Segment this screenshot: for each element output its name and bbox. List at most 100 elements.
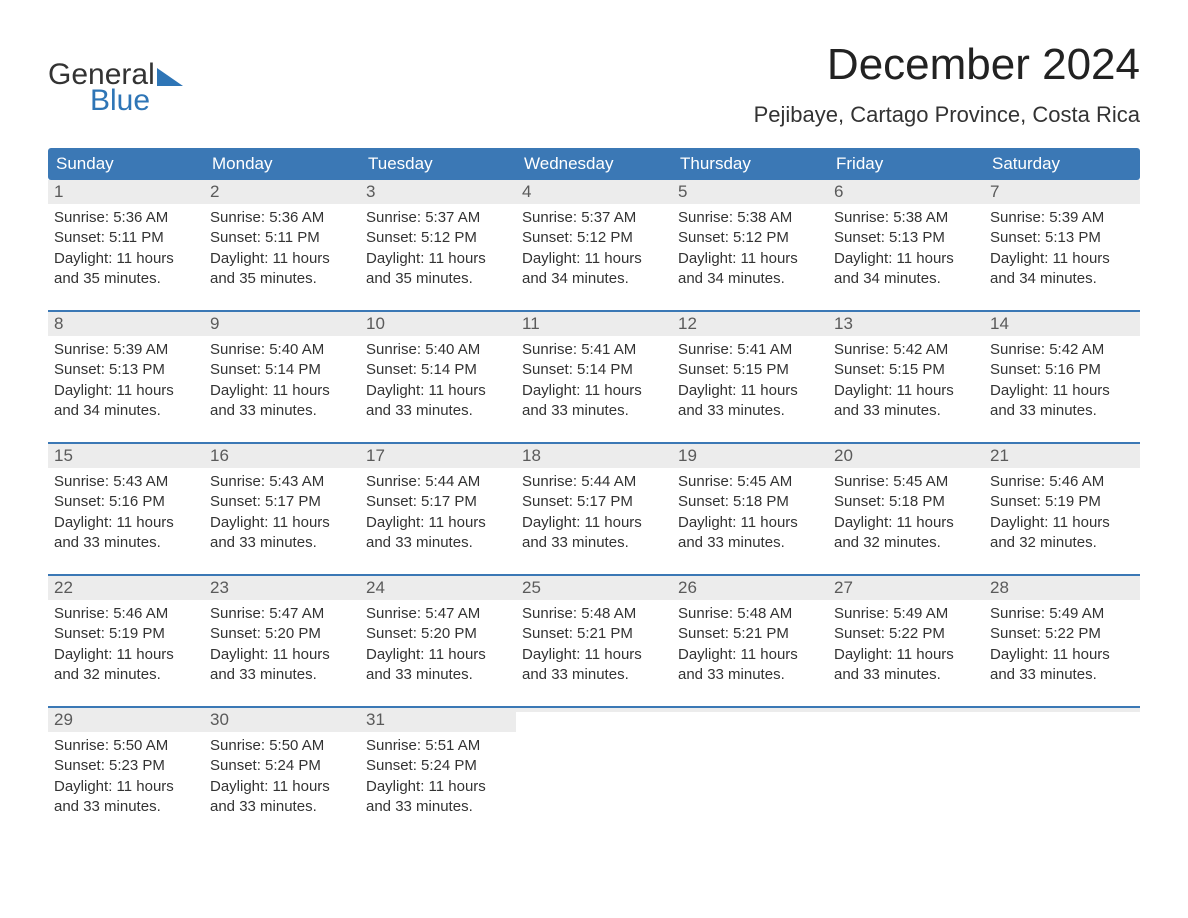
day-number: 1 [54,182,63,201]
sunrise-line: Sunrise: 5:49 AM [834,604,978,624]
day-number: 27 [834,578,853,597]
day-number: 13 [834,314,853,333]
daylight-line-1: Daylight: 11 hours [990,513,1134,533]
daylight-line-2: and 34 minutes. [834,269,978,289]
sunset-line: Sunset: 5:11 PM [54,228,198,248]
location-subtitle: Pejibaye, Cartago Province, Costa Rica [754,102,1140,128]
day-number: 8 [54,314,63,333]
calendar-cell: 1 Sunrise: 5:36 AMSunset: 5:11 PMDaylight… [48,180,204,308]
daylight-line-1: Daylight: 11 hours [678,645,822,665]
daylight-line-2: and 33 minutes. [210,797,354,817]
calendar-cell: 17Sunrise: 5:44 AMSunset: 5:17 PMDayligh… [360,444,516,572]
week-row: 1Sunrise: 5:36 AMSunset: 5:11 PMDaylight… [48,180,1140,308]
cell-body: Sunrise: 5:41 AMSunset: 5:14 PMDaylight:… [516,336,672,429]
daylight-line-2: and 34 minutes. [990,269,1134,289]
sunset-line: Sunset: 5:16 PM [990,360,1134,380]
daylight-line-2: and 33 minutes. [54,797,198,817]
daylight-line-2: and 33 minutes. [678,665,822,685]
calendar: Sunday Monday Tuesday Wednesday Thursday… [48,148,1140,836]
day-number: 6 [834,182,843,201]
daylight-line-1: Daylight: 11 hours [54,249,198,269]
sunrise-line: Sunrise: 5:39 AM [54,340,198,360]
sunrise-line: Sunrise: 5:46 AM [990,472,1134,492]
cell-body: Sunrise: 5:45 AMSunset: 5:18 PMDaylight:… [828,468,984,561]
cell-body: Sunrise: 5:38 AMSunset: 5:13 PMDaylight:… [828,204,984,297]
cell-body: Sunrise: 5:50 AMSunset: 5:24 PMDaylight:… [204,732,360,825]
daylight-line-1: Daylight: 11 hours [366,381,510,401]
daylight-line-1: Daylight: 11 hours [210,381,354,401]
daylight-line-2: and 33 minutes. [990,401,1134,421]
daynum-bar: 30 [204,708,360,732]
sunrise-line: Sunrise: 5:42 AM [990,340,1134,360]
title-block: December 2024 Pejibaye, Cartago Province… [754,40,1140,140]
sunrise-line: Sunrise: 5:41 AM [522,340,666,360]
daylight-line-2: and 33 minutes. [366,665,510,685]
daylight-line-2: and 33 minutes. [834,665,978,685]
daynum-bar: 18 [516,444,672,468]
cell-body: Sunrise: 5:50 AMSunset: 5:23 PMDaylight:… [48,732,204,825]
daylight-line-1: Daylight: 11 hours [366,249,510,269]
sunrise-line: Sunrise: 5:38 AM [678,208,822,228]
daynum-bar: 21 [984,444,1140,468]
cell-body: Sunrise: 5:38 AMSunset: 5:12 PMDaylight:… [672,204,828,297]
daylight-line-2: and 33 minutes. [366,533,510,553]
calendar-cell: 5Sunrise: 5:38 AMSunset: 5:12 PMDaylight… [672,180,828,308]
daylight-line-1: Daylight: 11 hours [366,645,510,665]
daylight-line-1: Daylight: 11 hours [678,381,822,401]
cell-body: Sunrise: 5:46 AMSunset: 5:19 PMDaylight:… [984,468,1140,561]
daylight-line-2: and 33 minutes. [366,797,510,817]
header: General Blue December 2024 Pejibaye, Car… [48,40,1140,140]
day-number: 7 [990,182,999,201]
logo: General Blue [48,60,183,116]
day-number: 22 [54,578,73,597]
daylight-line-2: and 33 minutes. [678,533,822,553]
day-number: 12 [678,314,697,333]
daylight-line-1: Daylight: 11 hours [834,645,978,665]
calendar-cell: 13Sunrise: 5:42 AMSunset: 5:15 PMDayligh… [828,312,984,440]
daylight-line-1: Daylight: 11 hours [990,645,1134,665]
cell-body: Sunrise: 5:43 AMSunset: 5:16 PMDaylight:… [48,468,204,561]
daynum-bar: 11 [516,312,672,336]
daynum-bar [516,708,672,712]
cell-body: Sunrise: 5:37 AMSunset: 5:12 PMDaylight:… [516,204,672,297]
calendar-cell: 28Sunrise: 5:49 AMSunset: 5:22 PMDayligh… [984,576,1140,704]
day-number: 2 [210,182,219,201]
sunset-line: Sunset: 5:19 PM [54,624,198,644]
day-header-row: Sunday Monday Tuesday Wednesday Thursday… [48,148,1140,180]
daynum-bar: 26 [672,576,828,600]
sunset-line: Sunset: 5:22 PM [990,624,1134,644]
sunset-line: Sunset: 5:23 PM [54,756,198,776]
calendar-cell: 27Sunrise: 5:49 AMSunset: 5:22 PMDayligh… [828,576,984,704]
logo-text-blue: Blue [90,86,183,116]
cell-body: Sunrise: 5:48 AMSunset: 5:21 PMDaylight:… [672,600,828,693]
daylight-line-1: Daylight: 11 hours [522,645,666,665]
cell-body: Sunrise: 5:40 AMSunset: 5:14 PMDaylight:… [360,336,516,429]
daylight-line-1: Daylight: 11 hours [834,513,978,533]
calendar-cell: 6 Sunrise: 5:38 AMSunset: 5:13 PMDaylight… [828,180,984,308]
cell-body: Sunrise: 5:36 AMSunset: 5:11 PMDaylight:… [48,204,204,297]
sunrise-line: Sunrise: 5:44 AM [522,472,666,492]
daylight-line-1: Daylight: 11 hours [678,513,822,533]
sunrise-line: Sunrise: 5:49 AM [990,604,1134,624]
sunrise-line: Sunrise: 5:36 AM [54,208,198,228]
sunrise-line: Sunrise: 5:38 AM [834,208,978,228]
sunrise-line: Sunrise: 5:50 AM [54,736,198,756]
day-number: 11 [522,314,540,333]
sunrise-line: Sunrise: 5:40 AM [366,340,510,360]
daynum-bar: 16 [204,444,360,468]
cell-body: Sunrise: 5:36 AMSunset: 5:11 PMDaylight:… [204,204,360,297]
sunrise-line: Sunrise: 5:50 AM [210,736,354,756]
daylight-line-1: Daylight: 11 hours [54,381,198,401]
day-number: 19 [678,446,697,465]
daylight-line-2: and 33 minutes. [678,401,822,421]
cell-body: Sunrise: 5:46 AMSunset: 5:19 PMDaylight:… [48,600,204,693]
daynum-bar: 2 [204,180,360,204]
daynum-bar: 9 [204,312,360,336]
daylight-line-2: and 32 minutes. [990,533,1134,553]
daynum-bar: 8 [48,312,204,336]
daylight-line-1: Daylight: 11 hours [210,645,354,665]
calendar-cell: 7Sunrise: 5:39 AMSunset: 5:13 PMDaylight… [984,180,1140,308]
daylight-line-1: Daylight: 11 hours [54,645,198,665]
sunrise-line: Sunrise: 5:44 AM [366,472,510,492]
calendar-cell: 25Sunrise: 5:48 AMSunset: 5:21 PMDayligh… [516,576,672,704]
